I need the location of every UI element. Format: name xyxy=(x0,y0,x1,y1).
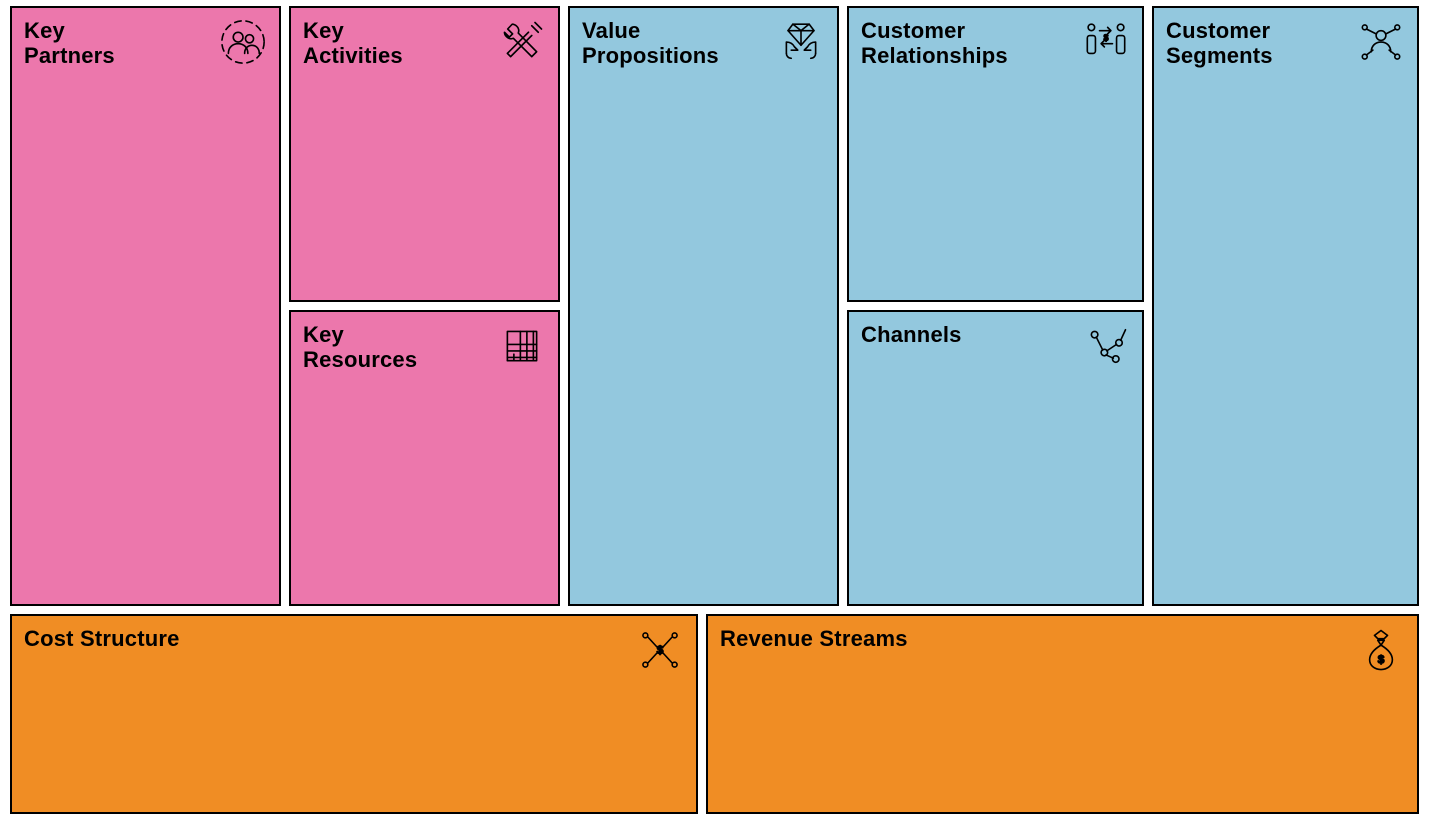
partners-icon xyxy=(217,16,269,68)
box-customer-segments: Customer Segments xyxy=(1152,6,1419,606)
business-model-canvas: Key Partners Key Activities Key Resource… xyxy=(0,0,1429,829)
box-key-partners: Key Partners xyxy=(10,6,281,606)
box-cost-structure: Cost Structure $ xyxy=(10,614,698,814)
resources-icon xyxy=(496,320,548,372)
revenue-icon: $ xyxy=(1355,624,1407,676)
value-icon xyxy=(775,16,827,68)
title-revenue-streams: Revenue Streams xyxy=(720,626,1405,651)
box-revenue-streams: Revenue Streams $ xyxy=(706,614,1419,814)
cost-icon: $ xyxy=(634,624,686,676)
svg-text:$: $ xyxy=(1378,654,1385,666)
box-value-propositions: Value Propositions xyxy=(568,6,839,606)
box-channels: Channels xyxy=(847,310,1144,606)
svg-text:$: $ xyxy=(1104,33,1109,42)
box-key-activities: Key Activities xyxy=(289,6,560,302)
title-cost-structure: Cost Structure xyxy=(24,626,684,651)
channels-icon xyxy=(1080,320,1132,372)
svg-text:$: $ xyxy=(657,644,664,656)
relationships-icon: $ xyxy=(1080,16,1132,68)
tools-icon xyxy=(496,16,548,68)
box-customer-relationships: Customer Relationships $ xyxy=(847,6,1144,302)
box-key-resources: Key Resources xyxy=(289,310,560,606)
segments-icon xyxy=(1355,16,1407,68)
